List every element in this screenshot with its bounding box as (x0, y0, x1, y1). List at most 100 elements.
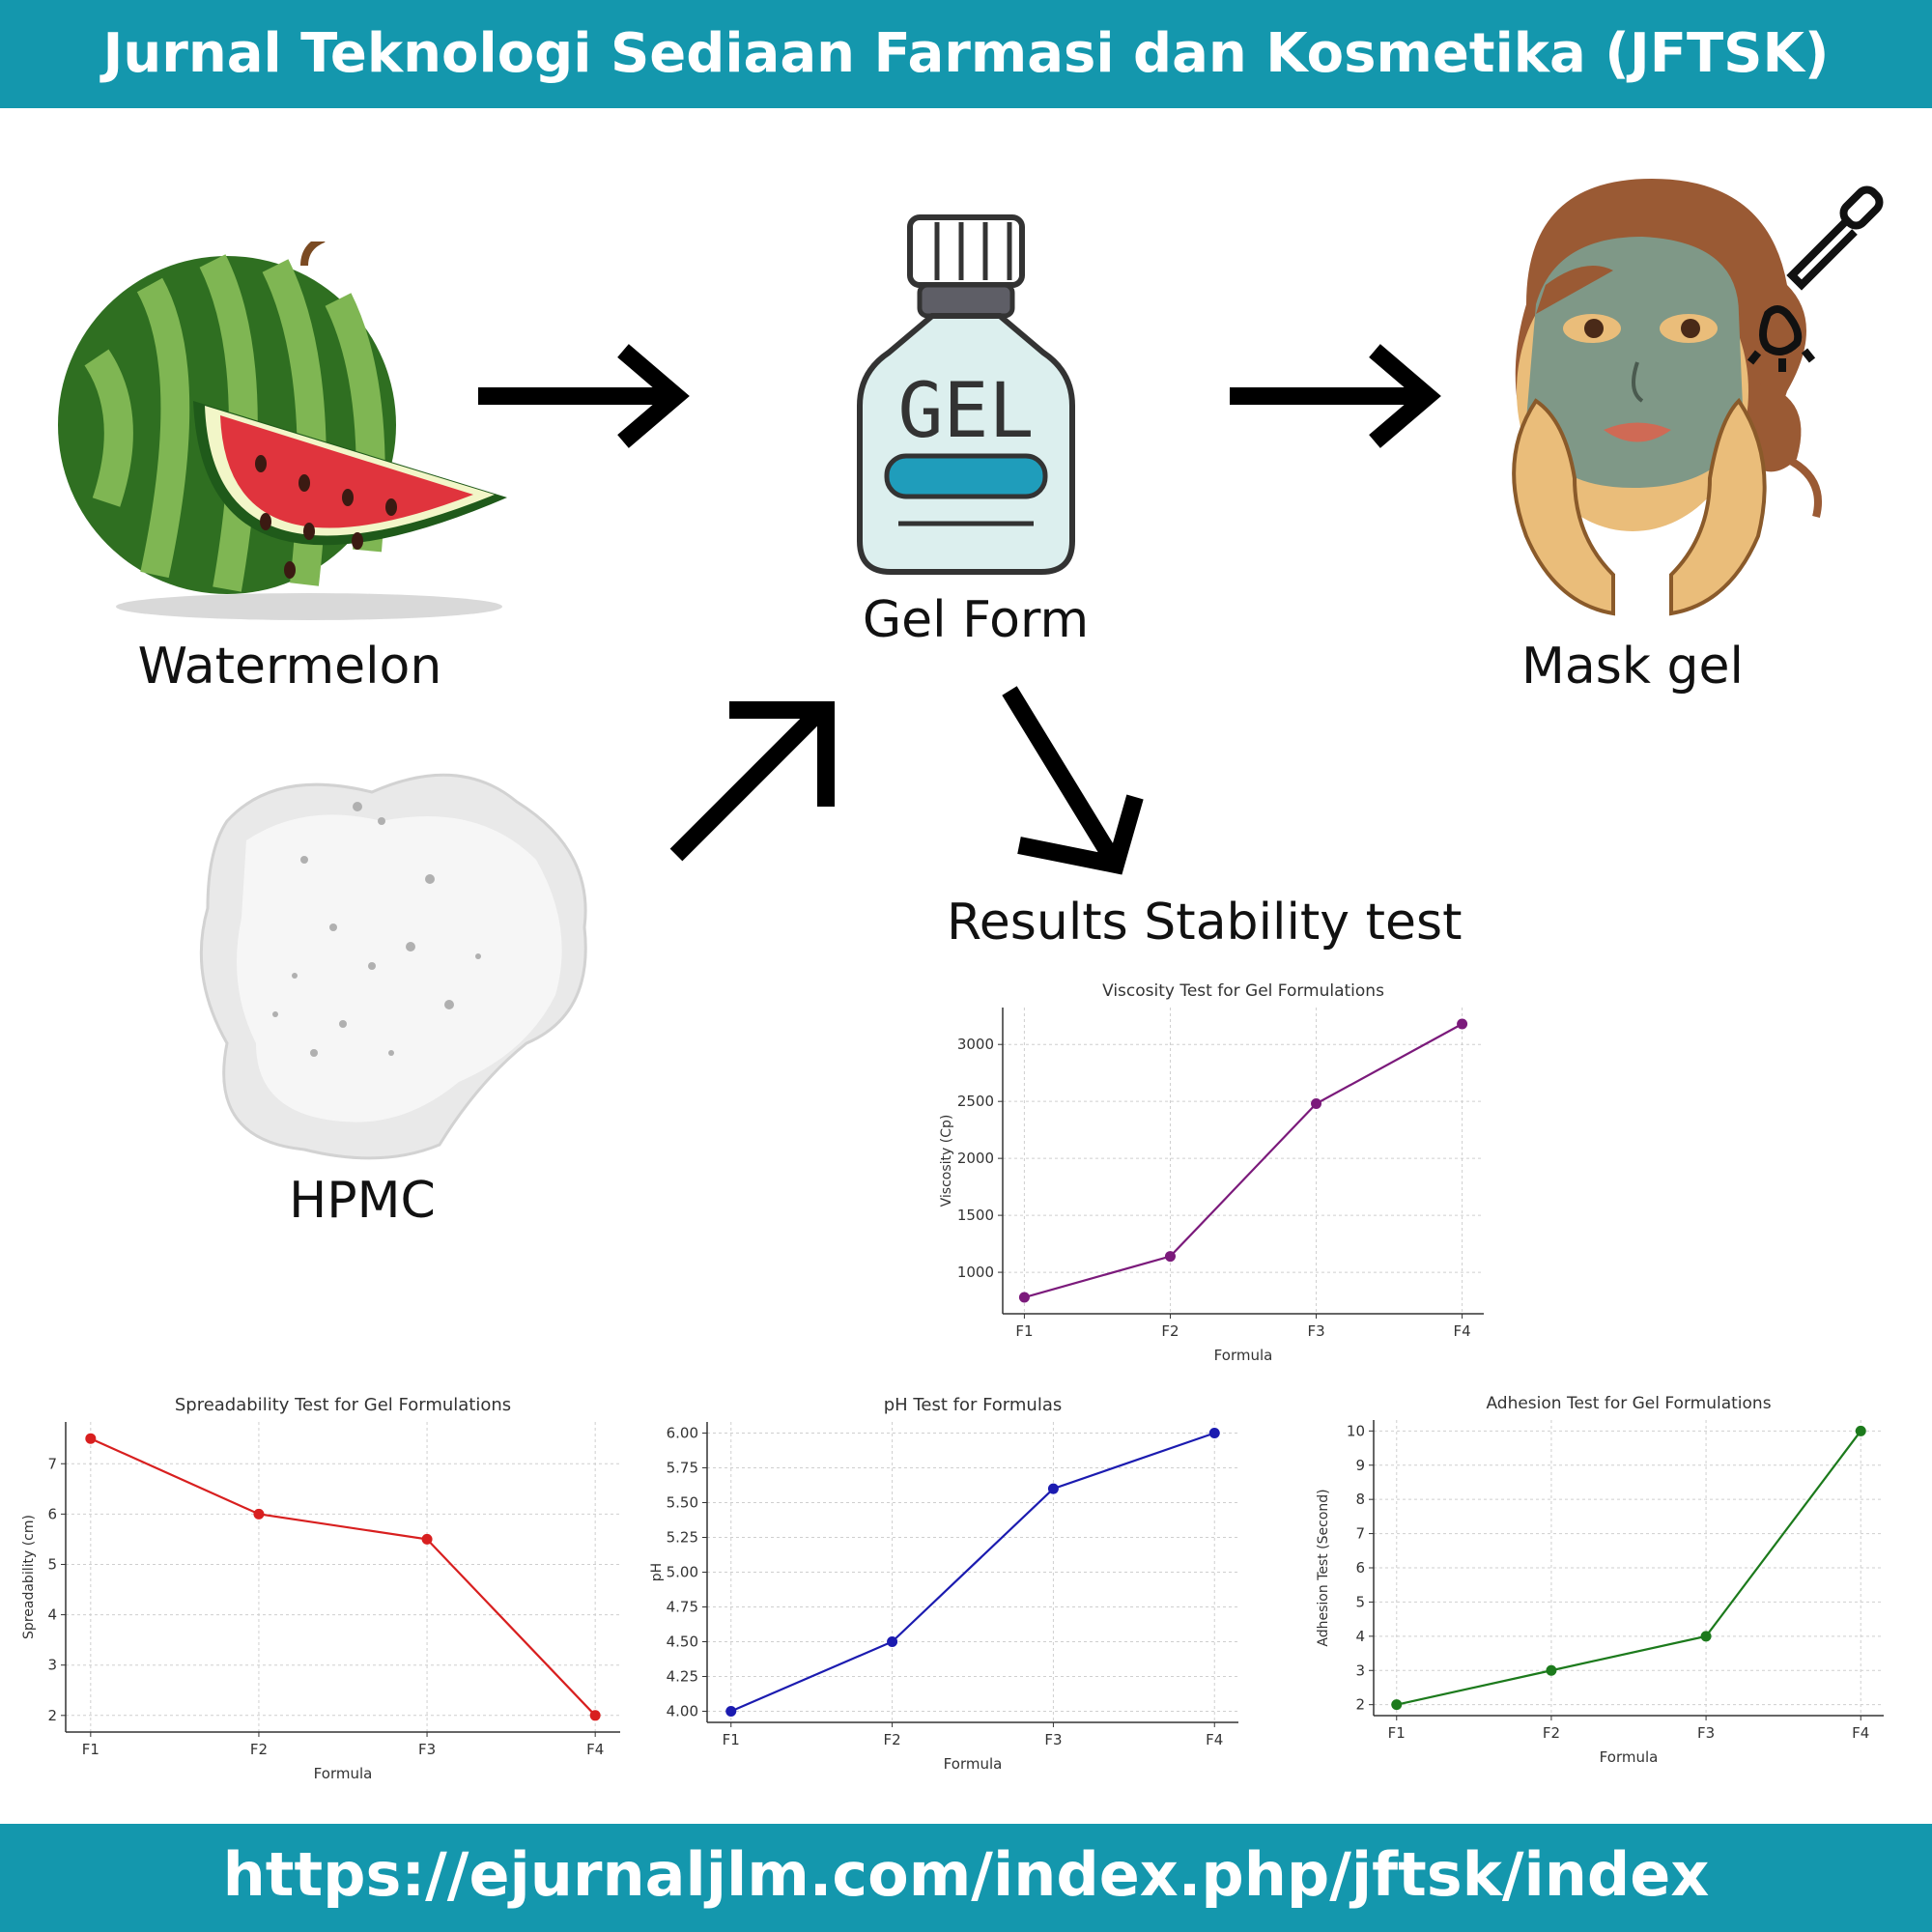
y-tick-label: 6.00 (667, 1425, 698, 1442)
spreadability-chart: 2 3 4 5 6 7 F1 F2 F3 F4 Spreadability Test for Gel… (21, 1395, 620, 1782)
gel-form-label: Gel Form (862, 591, 1090, 649)
y-tick-label: 6 (1355, 1559, 1365, 1577)
arrow-right-icon (478, 344, 690, 448)
data-point (1546, 1664, 1557, 1676)
chart-title: pH Test for Formulas (884, 1395, 1062, 1415)
x-tick-label: F3 (1044, 1731, 1062, 1748)
y-tick-label: 4.75 (667, 1598, 698, 1615)
y-tick-label: 9 (1355, 1457, 1365, 1474)
x-tick-label: F4 (1852, 1724, 1869, 1742)
chart-title: Spreadability Test for Gel Formulations (175, 1395, 511, 1415)
y-tick-label: 3 (47, 1657, 57, 1674)
dropper-icon (1747, 185, 1884, 372)
y-tick-label: 5.00 (667, 1564, 698, 1581)
y-tick-label: 2 (47, 1707, 57, 1724)
x-tick-label: F4 (1454, 1322, 1471, 1340)
x-axis-label: Formula (1600, 1748, 1659, 1766)
y-tick-label: 5.75 (667, 1460, 698, 1477)
journal-url-link[interactable]: https://ejurnaljlm.com/index.php/jftsk/i… (222, 1839, 1710, 1910)
y-axis-label: pH (649, 1563, 665, 1581)
y-tick-label: 8 (1355, 1491, 1365, 1508)
data-point (1700, 1631, 1712, 1642)
data-point (1164, 1251, 1176, 1263)
y-tick-label: 1500 (957, 1207, 994, 1224)
y-tick-label: 1000 (957, 1264, 994, 1281)
y-tick-label: 10 (1347, 1422, 1365, 1439)
y-tick-label: 4 (47, 1606, 57, 1624)
data-point (253, 1508, 265, 1520)
series-line (90, 1437, 596, 1717)
data-point (1457, 1018, 1468, 1030)
x-axis-label: Formula (314, 1765, 373, 1782)
face-mask-illustration (1512, 179, 1884, 616)
data-point (725, 1705, 737, 1717)
x-tick-label: F4 (586, 1741, 604, 1758)
y-tick-label: 5.25 (667, 1529, 698, 1547)
x-tick-label: F2 (883, 1731, 900, 1748)
series-line (1396, 1430, 1862, 1706)
viscosity-chart: 1000 1500 2000 2500 3000 F1 F2 F3 F4 Viscosity Te… (939, 981, 1484, 1364)
y-tick-label: 7 (47, 1455, 57, 1472)
data-point (85, 1433, 97, 1444)
mask-gel-label: Mask gel (1521, 638, 1744, 696)
data-point (1391, 1699, 1403, 1711)
journal-title-banner: Jurnal Teknologi Sediaan Farmasi dan Kos… (0, 0, 1932, 108)
data-point (1018, 1292, 1030, 1303)
hpmc-label: HPMC (289, 1172, 436, 1230)
x-tick-label: F1 (723, 1731, 740, 1748)
arrow-down-right-icon (1002, 686, 1144, 875)
x-tick-label: F1 (82, 1741, 99, 1758)
y-tick-label: 5.50 (667, 1494, 698, 1512)
journal-title: Jurnal Teknologi Sediaan Farmasi dan Kos… (102, 22, 1830, 85)
y-tick-label: 5 (1355, 1593, 1365, 1610)
y-tick-label: 2000 (957, 1150, 994, 1167)
y-axis-label: Adhesion Test (Second) (1316, 1489, 1331, 1646)
y-tick-label: 4.25 (667, 1667, 698, 1685)
x-tick-label: F2 (250, 1741, 268, 1758)
results-stability-label: Results Stability test (947, 894, 1463, 952)
arrow-right-icon (1230, 344, 1441, 448)
y-tick-label: 7 (1355, 1525, 1365, 1543)
chart-title: Adhesion Test for Gel Formulations (1486, 1394, 1771, 1413)
arrow-up-right-icon (669, 701, 835, 862)
x-tick-label: F3 (1697, 1724, 1715, 1742)
y-axis-label: Viscosity (Cp) (939, 1115, 954, 1208)
gel-bottle-text: GEL (898, 368, 1035, 455)
adhesion-chart: 2 3 4 5 6 7 8 9 10 F1 F2 F3 F4 Adhesion Test for Gel … (1316, 1394, 1884, 1766)
x-tick-label: F4 (1206, 1731, 1223, 1748)
y-axis-label: Spreadability (cm) (21, 1515, 37, 1639)
y-tick-label: 3 (1355, 1662, 1365, 1679)
journal-url-banner: https://ejurnaljlm.com/index.php/jftsk/i… (0, 1824, 1932, 1932)
data-point (589, 1710, 601, 1721)
data-point (1311, 1098, 1322, 1110)
x-tick-label: F3 (418, 1741, 436, 1758)
ph-chart: 4.00 4.25 4.50 4.75 5.00 5.25 5.50 5.75 6.00 F1 F2… (649, 1395, 1238, 1773)
x-tick-label: F2 (1543, 1724, 1560, 1742)
data-point (1208, 1428, 1220, 1439)
y-tick-label: 4.00 (667, 1702, 698, 1719)
watermelon-label: Watermelon (137, 638, 442, 696)
series-line (1024, 1023, 1463, 1299)
x-tick-label: F1 (1015, 1322, 1033, 1340)
y-tick-label: 5 (47, 1555, 57, 1573)
y-tick-label: 4.50 (667, 1633, 698, 1650)
x-axis-label: Formula (944, 1755, 1003, 1773)
hpmc-gel-illustration (199, 773, 587, 1160)
x-tick-label: F1 (1388, 1724, 1406, 1742)
x-tick-label: F2 (1161, 1322, 1179, 1340)
watermelon-illustration (58, 242, 507, 620)
y-tick-label: 6 (47, 1505, 57, 1522)
gel-bottle-illustration: GEL (857, 214, 1075, 575)
data-point (887, 1635, 898, 1647)
data-point (421, 1533, 433, 1545)
chart-title: Viscosity Test for Gel Formulations (1102, 981, 1384, 1001)
y-tick-label: 2500 (957, 1093, 994, 1110)
data-point (1047, 1483, 1059, 1494)
x-axis-label: Formula (1214, 1347, 1273, 1364)
series-line (730, 1432, 1215, 1713)
y-tick-label: 3000 (957, 1036, 994, 1053)
y-tick-label: 4 (1355, 1628, 1365, 1645)
data-point (1855, 1425, 1866, 1436)
x-tick-label: F3 (1307, 1322, 1324, 1340)
y-tick-label: 2 (1355, 1696, 1365, 1714)
